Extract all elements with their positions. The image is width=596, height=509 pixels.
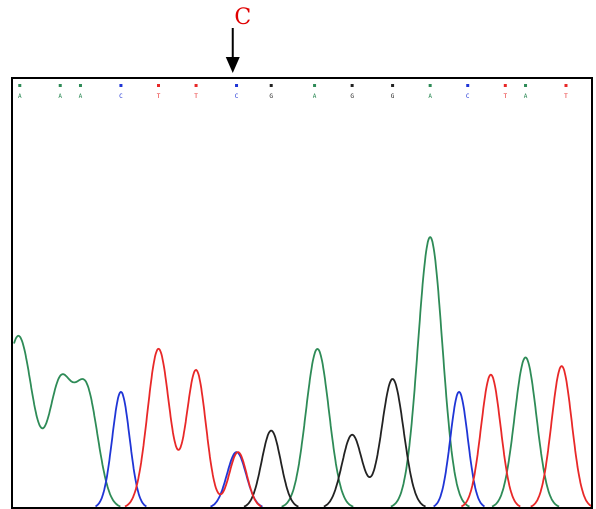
base-call-5: T bbox=[157, 93, 161, 100]
base-quality-mark bbox=[428, 84, 432, 87]
trace-C bbox=[95, 390, 485, 508]
base-call-3: A bbox=[79, 93, 83, 100]
annotation-layer: C bbox=[225, 5, 251, 73]
base-call-11: G bbox=[391, 93, 395, 100]
base-quality-mark bbox=[235, 84, 239, 87]
base-call-12: A bbox=[428, 93, 432, 100]
plot-frame bbox=[11, 77, 593, 509]
base-quality-mark bbox=[18, 84, 22, 87]
base-quality-mark bbox=[269, 84, 273, 87]
base-call-1: A bbox=[18, 93, 22, 100]
annotation-arrow-head bbox=[225, 57, 240, 73]
base-quality-mark bbox=[466, 84, 470, 87]
base-quality-mark bbox=[391, 84, 395, 87]
base-call-10: G bbox=[350, 93, 354, 100]
base-quality-mark bbox=[503, 84, 507, 87]
base-call-16: T bbox=[564, 93, 568, 100]
trace-A bbox=[13, 236, 560, 508]
trace-G bbox=[243, 378, 426, 508]
base-quality-mark bbox=[350, 84, 354, 87]
base-quality-mark bbox=[119, 84, 123, 87]
base-quality-mark bbox=[524, 84, 528, 87]
base-quality-mark bbox=[313, 84, 317, 87]
base-call-14: T bbox=[503, 93, 507, 100]
base-call-8: G bbox=[269, 93, 273, 100]
base-call-6: T bbox=[194, 93, 198, 100]
base-call-13: C bbox=[466, 93, 470, 100]
trace-T bbox=[124, 347, 593, 508]
base-call-2: A bbox=[58, 93, 62, 100]
base-call-9: A bbox=[313, 93, 317, 100]
base-quality-mark bbox=[78, 84, 82, 87]
base-call-4: C bbox=[119, 93, 123, 100]
base-call-15: A bbox=[524, 93, 528, 100]
annotation-label: C bbox=[234, 5, 251, 30]
base-quality-mark bbox=[157, 84, 160, 87]
base-quality-mark bbox=[564, 84, 568, 87]
base-quality-mark bbox=[194, 84, 198, 87]
base-quality-mark bbox=[58, 84, 62, 87]
base-call-7: C bbox=[235, 93, 239, 100]
trace-layer bbox=[13, 236, 593, 508]
